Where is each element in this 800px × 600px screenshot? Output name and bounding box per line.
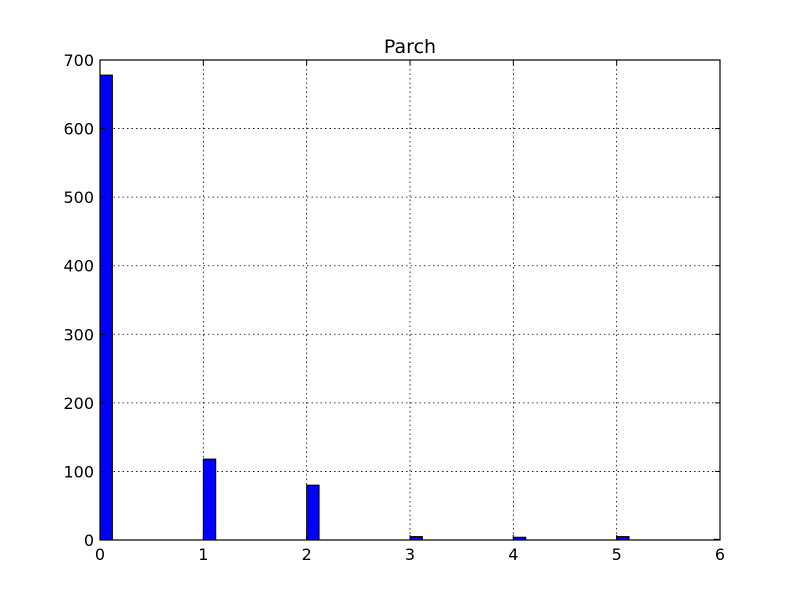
y-tick-label: 700 <box>63 51 94 70</box>
x-tick-label: 5 <box>612 545 622 564</box>
plot-frame <box>99 59 721 541</box>
bar-parch-0 <box>99 74 113 541</box>
y-tick-label: 300 <box>63 325 94 344</box>
bar-parch-2 <box>306 484 320 541</box>
bar-parch-1 <box>202 458 217 541</box>
x-tick-label: 6 <box>715 545 725 564</box>
y-tick-label: 200 <box>63 394 94 413</box>
x-tick-label: 1 <box>198 545 208 564</box>
x-axis-tick-labels: 0 1 2 3 4 5 6 <box>95 545 725 564</box>
y-tick-label: 600 <box>63 120 94 139</box>
x-tick-label: 0 <box>95 545 105 564</box>
y-tick-label: 400 <box>63 257 94 276</box>
y-tick-label: 500 <box>63 188 94 207</box>
x-tick-label: 4 <box>508 545 518 564</box>
y-axis-tick-labels: 0 100 200 300 400 500 600 700 <box>63 51 94 550</box>
x-tick-label: 3 <box>405 545 415 564</box>
chart-title: Parch <box>384 36 436 58</box>
y-tick-label: 100 <box>63 462 94 481</box>
x-tick-label: 2 <box>302 545 312 564</box>
y-tick-label: 0 <box>84 531 94 550</box>
